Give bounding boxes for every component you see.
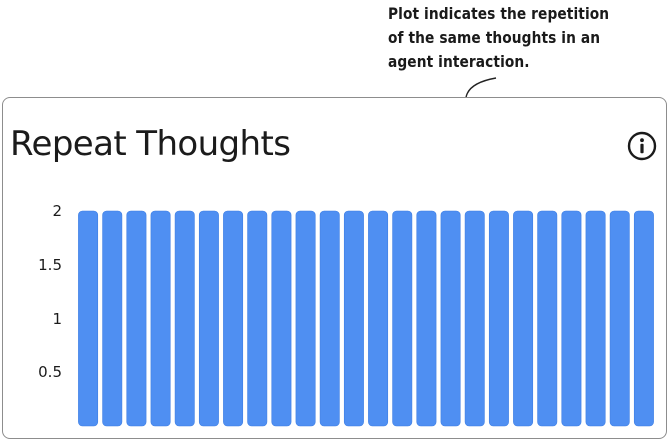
annotation-text: Plot indicates the repetition of the sam… — [388, 2, 620, 74]
bar-4[interactable] — [150, 210, 171, 427]
y-tick-label: 0.5 — [38, 363, 62, 382]
bar-9[interactable] — [271, 210, 292, 427]
bar-1[interactable] — [78, 210, 99, 427]
bar-19[interactable] — [513, 210, 534, 427]
chart-title: Repeat Thoughts — [10, 124, 291, 164]
y-tick-label: 1 — [52, 309, 62, 328]
y-tick-label: 1.5 — [38, 255, 62, 274]
bar-15[interactable] — [416, 210, 437, 427]
bar-3[interactable] — [126, 210, 147, 427]
bar-17[interactable] — [464, 210, 485, 427]
bar-12[interactable] — [343, 210, 364, 427]
bar-21[interactable] — [561, 210, 582, 427]
bar-10[interactable] — [295, 210, 316, 427]
y-tick-label: 2 — [52, 202, 62, 220]
bar-22[interactable] — [585, 210, 606, 427]
bar-6[interactable] — [198, 210, 219, 427]
bar-24[interactable] — [633, 210, 654, 427]
bar-5[interactable] — [174, 210, 195, 427]
annotation-line-2: of the same thoughts in an — [388, 28, 601, 47]
bar-18[interactable] — [488, 210, 509, 427]
annotation-line-3: agent interaction. — [388, 52, 530, 71]
bar-8[interactable] — [247, 210, 268, 427]
bar-20[interactable] — [537, 210, 558, 427]
bar-16[interactable] — [440, 210, 461, 427]
bar-2[interactable] — [102, 210, 123, 427]
annotation-line-1: Plot indicates the repetition — [388, 4, 610, 23]
bar-23[interactable] — [609, 210, 630, 427]
bar-7[interactable] — [223, 210, 244, 427]
info-icon[interactable] — [627, 131, 657, 161]
bar-11[interactable] — [319, 210, 340, 427]
bar-13[interactable] — [368, 210, 389, 427]
bar-14[interactable] — [392, 210, 413, 427]
